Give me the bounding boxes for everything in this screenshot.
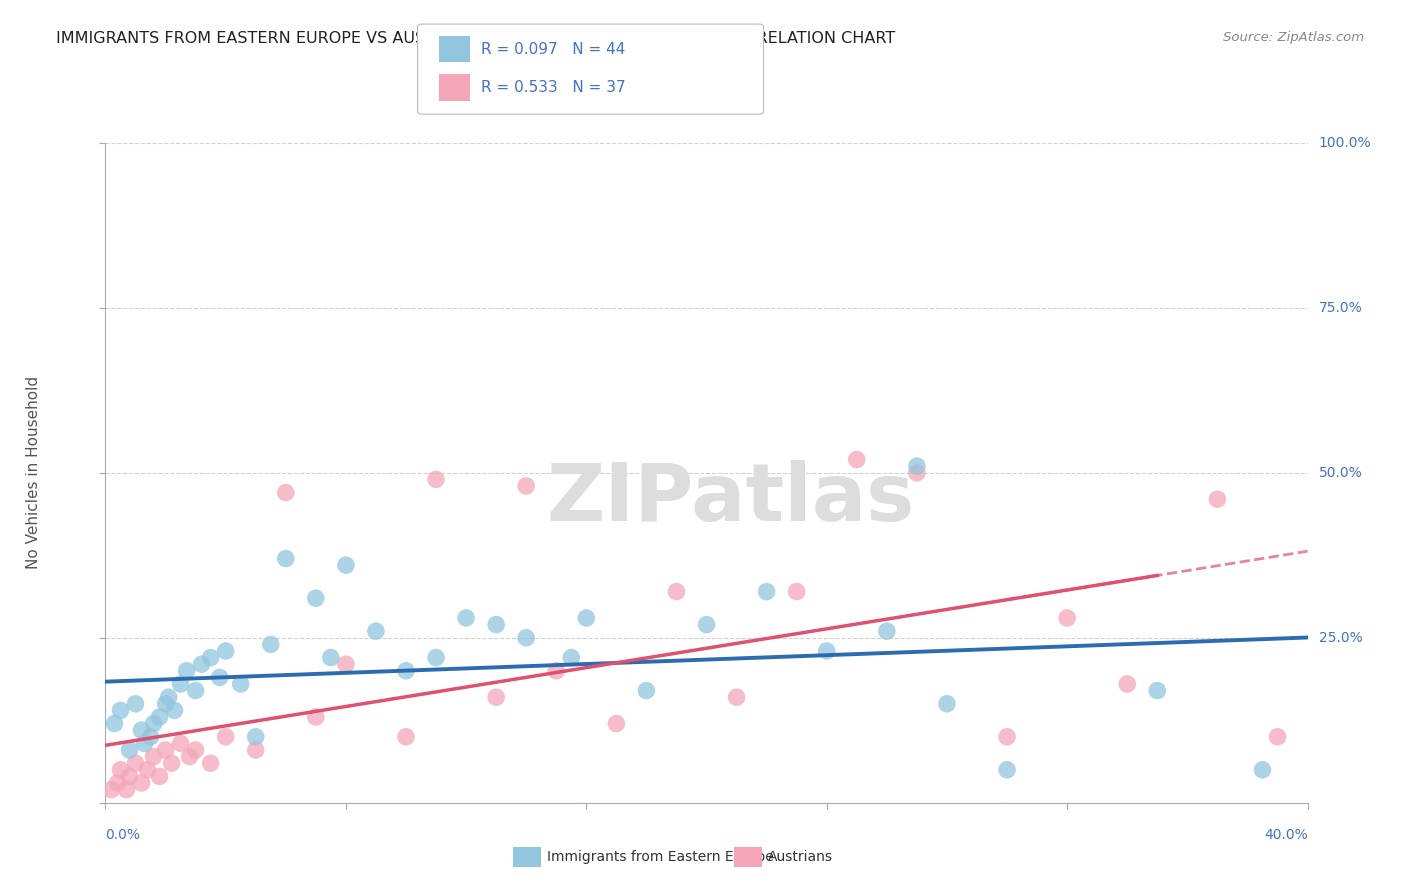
Point: [245, 743, 267, 757]
Point: [118, 769, 141, 783]
Point: [214, 644, 236, 658]
Point: [229, 677, 252, 691]
Point: [157, 690, 180, 705]
Point: [605, 716, 627, 731]
Text: R = 0.533   N = 37: R = 0.533 N = 37: [481, 80, 626, 95]
Point: [139, 730, 162, 744]
Point: [131, 723, 153, 738]
Text: ZIPatlas: ZIPatlas: [547, 460, 915, 538]
Point: [335, 657, 357, 672]
Point: [995, 763, 1018, 777]
Point: [546, 664, 568, 678]
Point: [163, 703, 186, 717]
Point: [200, 756, 222, 771]
Text: 40.0%: 40.0%: [1264, 828, 1308, 842]
Point: [1251, 763, 1274, 777]
Point: [335, 558, 357, 573]
Point: [305, 591, 328, 606]
Point: [115, 782, 138, 797]
Point: [184, 743, 207, 757]
Text: Immigrants from Eastern Europe: Immigrants from Eastern Europe: [547, 850, 773, 864]
Point: [425, 650, 447, 665]
Point: [636, 683, 658, 698]
Point: [160, 756, 183, 771]
Point: [815, 644, 838, 658]
Point: [696, 617, 718, 632]
Point: [485, 617, 508, 632]
Text: No Vehicles in Household: No Vehicles in Household: [25, 376, 41, 569]
Point: [169, 736, 191, 750]
Point: [1146, 683, 1168, 698]
Point: [142, 716, 165, 731]
Text: R = 0.097   N = 44: R = 0.097 N = 44: [481, 42, 626, 56]
Point: [100, 782, 122, 797]
Point: [110, 703, 132, 717]
Point: [665, 584, 688, 599]
Point: [515, 631, 537, 645]
Text: 100.0%: 100.0%: [1319, 136, 1371, 150]
Point: [124, 697, 146, 711]
Point: [169, 677, 191, 691]
Point: [1206, 492, 1229, 507]
Point: [245, 730, 267, 744]
Point: [1056, 611, 1078, 625]
Text: 75.0%: 75.0%: [1319, 301, 1362, 315]
Point: [208, 670, 231, 684]
Point: [142, 749, 165, 764]
Point: [200, 650, 222, 665]
Point: [456, 611, 478, 625]
Text: Source: ZipAtlas.com: Source: ZipAtlas.com: [1223, 31, 1364, 45]
Text: 50.0%: 50.0%: [1319, 466, 1362, 480]
Point: [905, 466, 928, 480]
Point: [936, 697, 959, 711]
Point: [184, 683, 207, 698]
Point: [155, 743, 177, 757]
Text: 25.0%: 25.0%: [1319, 631, 1362, 645]
Point: [103, 716, 125, 731]
Point: [107, 776, 129, 790]
Point: [395, 664, 418, 678]
Point: [575, 611, 598, 625]
Point: [995, 730, 1018, 744]
Point: [515, 479, 537, 493]
Point: [395, 730, 418, 744]
Point: [755, 584, 778, 599]
Point: [845, 452, 868, 467]
Point: [485, 690, 508, 705]
Point: [1267, 730, 1289, 744]
Point: [260, 637, 283, 651]
Point: [190, 657, 212, 672]
Point: [136, 763, 159, 777]
Point: [305, 710, 328, 724]
Point: [876, 624, 898, 639]
Point: [274, 551, 297, 566]
Text: IMMIGRANTS FROM EASTERN EUROPE VS AUSTRIAN NO VEHICLES IN HOUSEHOLD CORRELATION : IMMIGRANTS FROM EASTERN EUROPE VS AUSTRI…: [56, 31, 896, 46]
Text: 0.0%: 0.0%: [105, 828, 141, 842]
Point: [319, 650, 342, 665]
Text: Austrians: Austrians: [768, 850, 832, 864]
Point: [134, 736, 156, 750]
Point: [124, 756, 146, 771]
Point: [176, 664, 198, 678]
Point: [148, 769, 170, 783]
Point: [118, 743, 141, 757]
Point: [131, 776, 153, 790]
Point: [1116, 677, 1139, 691]
Point: [786, 584, 808, 599]
Point: [148, 710, 170, 724]
Point: [274, 485, 297, 500]
Point: [364, 624, 387, 639]
Point: [905, 459, 928, 474]
Point: [425, 472, 447, 486]
Point: [179, 749, 201, 764]
Point: [725, 690, 748, 705]
Point: [155, 697, 177, 711]
Point: [110, 763, 132, 777]
Point: [560, 650, 582, 665]
Point: [214, 730, 236, 744]
